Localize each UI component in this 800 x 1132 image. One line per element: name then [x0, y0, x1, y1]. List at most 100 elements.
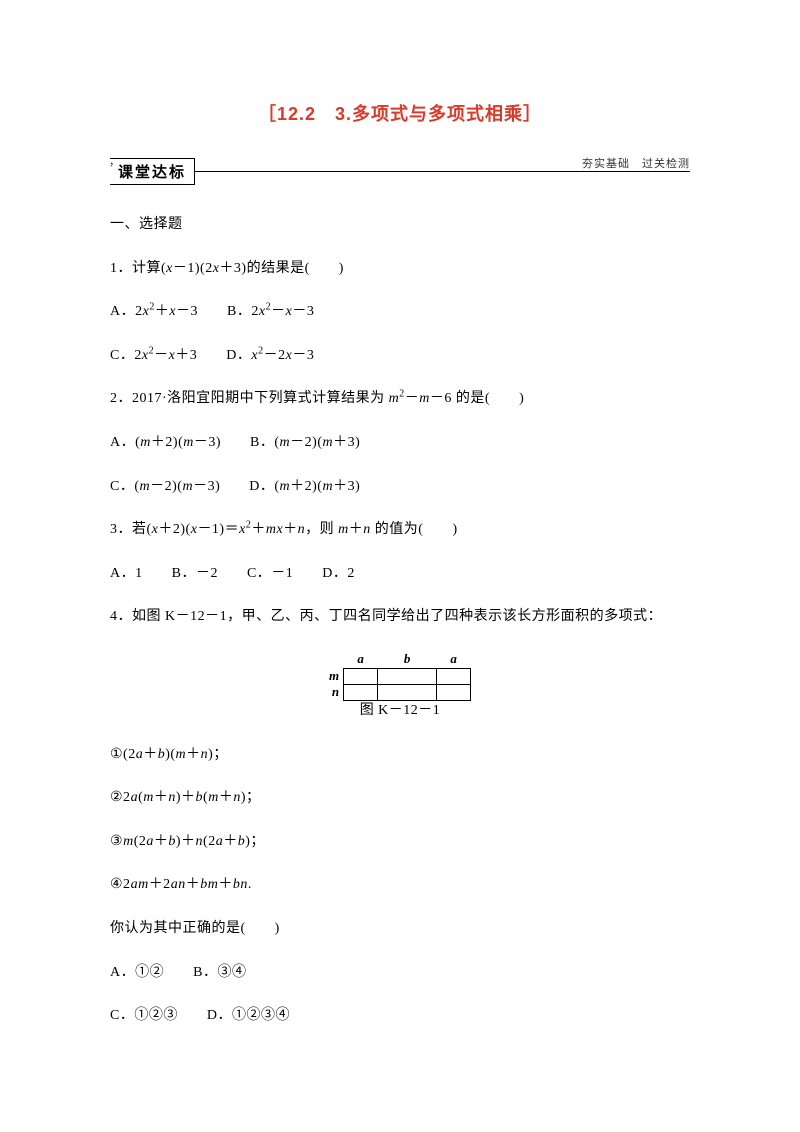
text: A．( [110, 435, 140, 450]
var: am [131, 877, 149, 892]
text: ＋3) [333, 435, 360, 450]
text: －6 的是( ) [430, 391, 524, 406]
text: ＋ [251, 522, 266, 537]
var: m [176, 747, 187, 762]
var: m [140, 479, 151, 494]
q4-opts-cd: C．①②③ D．①②③④ [110, 1006, 690, 1026]
var: a [131, 790, 139, 805]
text: . [248, 877, 252, 892]
text: －3) B．( [194, 435, 280, 450]
text: ＋2 [149, 877, 171, 892]
q4-expr2: ②2a(m＋n)＋b(m＋n)； [110, 788, 690, 808]
text: ＋ [143, 747, 158, 762]
cell [344, 684, 378, 700]
banner-main: 课堂达标 [110, 158, 195, 185]
text: ②2 [110, 790, 131, 805]
text: ③ [110, 834, 123, 849]
q4-expr1: ①(2a＋b)(m＋n)； [110, 745, 690, 765]
text: ＋3) [333, 479, 360, 494]
text: ＋ [218, 877, 233, 892]
var: m [338, 522, 349, 537]
cell [344, 668, 378, 684]
text: )； [245, 834, 265, 849]
var: m [280, 479, 291, 494]
rectangle-grid: a b a m n [329, 651, 471, 701]
text: －1)＝ [197, 522, 239, 537]
var: m [419, 391, 430, 406]
text: )； [208, 747, 228, 762]
var: m [389, 391, 400, 406]
blank-corner [329, 651, 344, 669]
text: )＋ [176, 790, 196, 805]
text: ＋ [349, 522, 364, 537]
var: m [266, 522, 277, 537]
text: ＋ [219, 790, 234, 805]
var: x [166, 261, 173, 276]
text: ＋ [155, 304, 170, 319]
text: ＋2)( [158, 522, 190, 537]
q3-stem: 3．若(x＋2)(x－1)＝x2＋mx＋n，则 m＋n 的值为( ) [110, 520, 690, 540]
q2-stem: 2．2017·洛阳宜阳期中下列算式计算结果为 m2－m－6 的是( ) [110, 389, 690, 409]
q1-stem: 1．计算(x－1)(2x＋3)的结果是( ) [110, 259, 690, 279]
var: bn [233, 877, 248, 892]
var: m [280, 435, 291, 450]
text: (2 [134, 834, 147, 849]
banner-sub: 夯实基础 过关检测 [582, 155, 690, 171]
figure-label: 图 K－12－1 [110, 701, 690, 721]
banner-rule: 夯实基础 过关检测 [194, 171, 690, 172]
row-label-m: m [329, 668, 344, 684]
text: ＋ [186, 747, 201, 762]
text: －3 B．2 [176, 304, 259, 319]
cell [437, 684, 471, 700]
q3-opts: A．1 B．－2 C．－1 D．2 [110, 564, 690, 584]
col-label-a2: a [437, 651, 471, 669]
text: ＋2)( [151, 435, 183, 450]
text: － [405, 391, 420, 406]
text: ＋ [223, 834, 238, 849]
var: m [322, 435, 333, 450]
text: ＋2)( [290, 479, 322, 494]
var: b [196, 790, 204, 805]
content-area: 一、选择题 1．计算(x－1)(2x＋3)的结果是( ) A．2x2＋x－3 B… [110, 215, 690, 1026]
text: ＋ [186, 877, 201, 892]
text: ①(2 [110, 747, 136, 762]
text: －3 [292, 348, 314, 363]
text: － [154, 348, 169, 363]
q4-opts-ab: A．①② B．③④ [110, 963, 690, 983]
var: a [146, 834, 154, 849]
var: n [233, 790, 241, 805]
text: )； [241, 790, 261, 805]
q4-expr4: ④2am＋2an＋bm＋bn. [110, 875, 690, 895]
text: 3．若( [110, 522, 152, 537]
stray-comma: ， [109, 153, 120, 169]
var: m [322, 479, 333, 494]
q1-opts-ab: A．2x2＋x－3 B．2x2－x－3 [110, 302, 690, 322]
text: )＋ [176, 834, 196, 849]
text: －3) D．( [193, 479, 279, 494]
text: A．2 [110, 304, 143, 319]
section-banner: 课堂达标 夯实基础 过关检测 [110, 158, 690, 185]
cell [437, 668, 471, 684]
q2-opts-ab: A．(m＋2)(m－3) B．(m－2)(m＋3) [110, 433, 690, 453]
text: 2．2017·洛阳宜阳期中下列算式计算结果为 [110, 391, 389, 406]
text: ＋ [154, 790, 169, 805]
text: C．2 [110, 348, 142, 363]
q4-expr3: ③m(2a＋b)＋n(2a＋b)； [110, 832, 690, 852]
var: m [208, 790, 219, 805]
text: ＋ [283, 522, 298, 537]
var: n [363, 522, 371, 537]
text: 的值为( ) [371, 522, 458, 537]
text: － [271, 304, 286, 319]
text: －2)( [150, 479, 182, 494]
q2-opts-cd: C．(m－2)(m－3) D．(m＋2)(m＋3) [110, 477, 690, 497]
text: 1．计算( [110, 261, 166, 276]
cell [378, 668, 437, 684]
col-label-b: b [378, 651, 437, 669]
q4-ask: 你认为其中正确的是( ) [110, 919, 690, 939]
text: ＋3)的结果是( ) [219, 261, 344, 276]
var: x [239, 522, 246, 537]
text: ④2 [110, 877, 131, 892]
var: x [259, 304, 266, 319]
text: ＋ [154, 834, 169, 849]
var: n [168, 790, 176, 805]
